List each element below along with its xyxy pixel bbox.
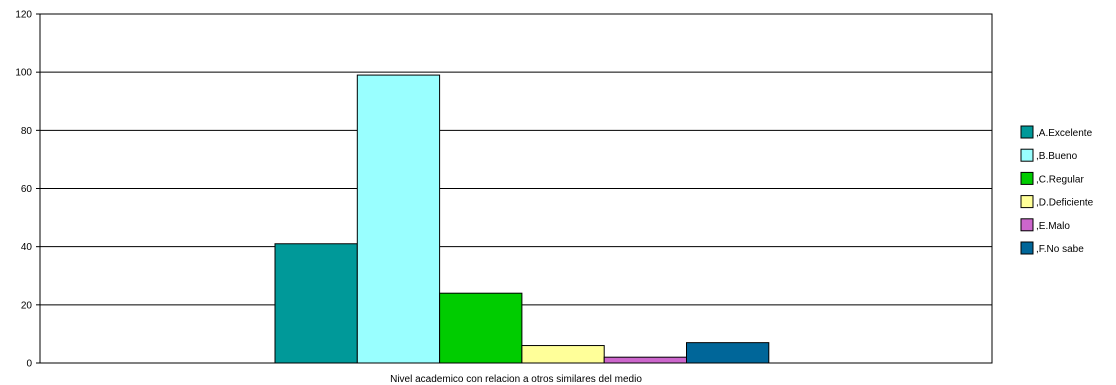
legend-label: ,D.Deficiente [1036, 198, 1094, 209]
bar-a-excelente [274, 243, 358, 364]
legend-label: ,E.Malo [1036, 221, 1070, 232]
bar-b-bueno [356, 74, 441, 364]
bar-e-malo [603, 356, 688, 364]
legend-label: ,C.Regular [1036, 174, 1084, 185]
legend-swatch [1020, 195, 1034, 209]
legend-swatch [1020, 171, 1034, 185]
legend-label: ,F.No sabe [1036, 244, 1084, 255]
y-tick-label: 0 [26, 359, 32, 370]
legend-label: ,A.Excelente [1036, 128, 1093, 139]
y-tick-label: 120 [15, 10, 32, 21]
legend: ,A.Excelente ,B.Bueno ,C.Regular ,D.Deficie… [1020, 125, 1094, 255]
legend-swatch [1020, 218, 1034, 232]
bar-c-regular [439, 292, 523, 364]
legend-swatch [1020, 241, 1034, 255]
legend-label: ,B.Bueno [1036, 151, 1078, 162]
y-tick-label: 80 [21, 126, 33, 137]
gridlines [40, 71, 992, 306]
legend-swatch [1020, 125, 1034, 139]
y-tick-label: 40 [21, 242, 33, 253]
bar-d-deficiente [521, 345, 605, 364]
y-tick-label: 100 [15, 68, 32, 79]
y-tick-label: 60 [21, 184, 33, 195]
bar-f-no-sabe [686, 342, 770, 364]
x-axis-label: Nivel academico con relacion a otros sim… [390, 374, 642, 385]
y-tick-label: 20 [21, 300, 33, 311]
bars [274, 74, 770, 364]
y-axis-ticks: 0 20 40 60 80 100 120 [15, 10, 40, 370]
legend-swatch [1020, 148, 1034, 162]
